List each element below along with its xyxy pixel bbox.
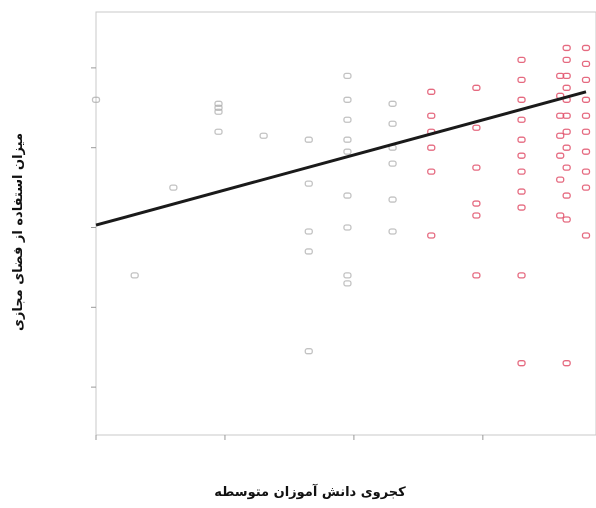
data-point (517, 360, 526, 367)
data-point (304, 248, 313, 255)
data-point (517, 168, 526, 175)
data-point (581, 96, 591, 103)
data-point (581, 44, 591, 52)
data-point (517, 152, 526, 159)
data-point (562, 112, 571, 119)
data-point (169, 184, 178, 191)
data-point (304, 180, 313, 187)
data-point (562, 164, 571, 171)
data-point (343, 272, 352, 279)
data-point (214, 108, 223, 115)
data-point (472, 212, 481, 219)
data-point (388, 100, 397, 107)
data-point (343, 280, 352, 287)
data-point (388, 160, 397, 167)
axis-ticks (91, 67, 484, 440)
data-point (388, 196, 397, 203)
data-point (91, 96, 101, 103)
data-point (581, 128, 591, 135)
data-point (259, 132, 268, 139)
data-point (343, 96, 352, 103)
data-point (581, 112, 591, 119)
data-point (472, 84, 481, 91)
data-point (517, 56, 526, 64)
data-point (304, 228, 313, 235)
data-point (343, 224, 352, 231)
data-point (581, 184, 591, 191)
data-point (343, 72, 352, 80)
data-points (91, 44, 591, 367)
data-point (388, 120, 397, 127)
data-point (214, 104, 223, 111)
data-point (130, 272, 139, 279)
data-point (472, 200, 481, 207)
data-point (562, 44, 571, 52)
data-point (581, 148, 591, 155)
data-point (427, 88, 436, 95)
y-axis-label: میزان استفاده از فضای مجازی (11, 133, 26, 331)
x-axis-label: کجروی دانش آموزان متوسطه (214, 483, 406, 500)
data-point (556, 152, 565, 159)
data-point (562, 192, 571, 199)
data-point (427, 112, 436, 119)
data-point (556, 176, 565, 183)
data-point (562, 360, 571, 367)
data-point (581, 168, 591, 175)
data-point (472, 272, 481, 279)
data-point (343, 136, 352, 143)
data-point (304, 348, 313, 355)
data-point (517, 76, 526, 84)
data-point (343, 116, 352, 123)
data-point (472, 124, 481, 131)
data-point (517, 96, 526, 103)
data-point (556, 212, 565, 219)
data-point (343, 148, 352, 155)
data-point (581, 60, 591, 68)
data-point (472, 164, 481, 171)
data-point (517, 116, 526, 123)
data-point (581, 232, 591, 239)
data-point (556, 132, 565, 139)
regression-line (95, 90, 587, 227)
data-point (517, 204, 526, 211)
plot-frame (95, 11, 596, 436)
data-point (562, 72, 571, 80)
data-point (427, 168, 436, 175)
data-point (562, 56, 571, 64)
data-point (214, 100, 223, 107)
data-point (517, 136, 526, 143)
data-point (562, 144, 571, 151)
data-point (343, 192, 352, 199)
data-point (517, 188, 526, 195)
data-point (304, 136, 313, 143)
data-point (581, 76, 591, 84)
data-point (388, 228, 397, 235)
data-point (427, 232, 436, 239)
data-point (562, 216, 571, 223)
data-point (517, 272, 526, 279)
data-point (427, 144, 436, 151)
data-point (214, 128, 223, 135)
data-point (562, 84, 571, 91)
data-point (562, 128, 571, 135)
